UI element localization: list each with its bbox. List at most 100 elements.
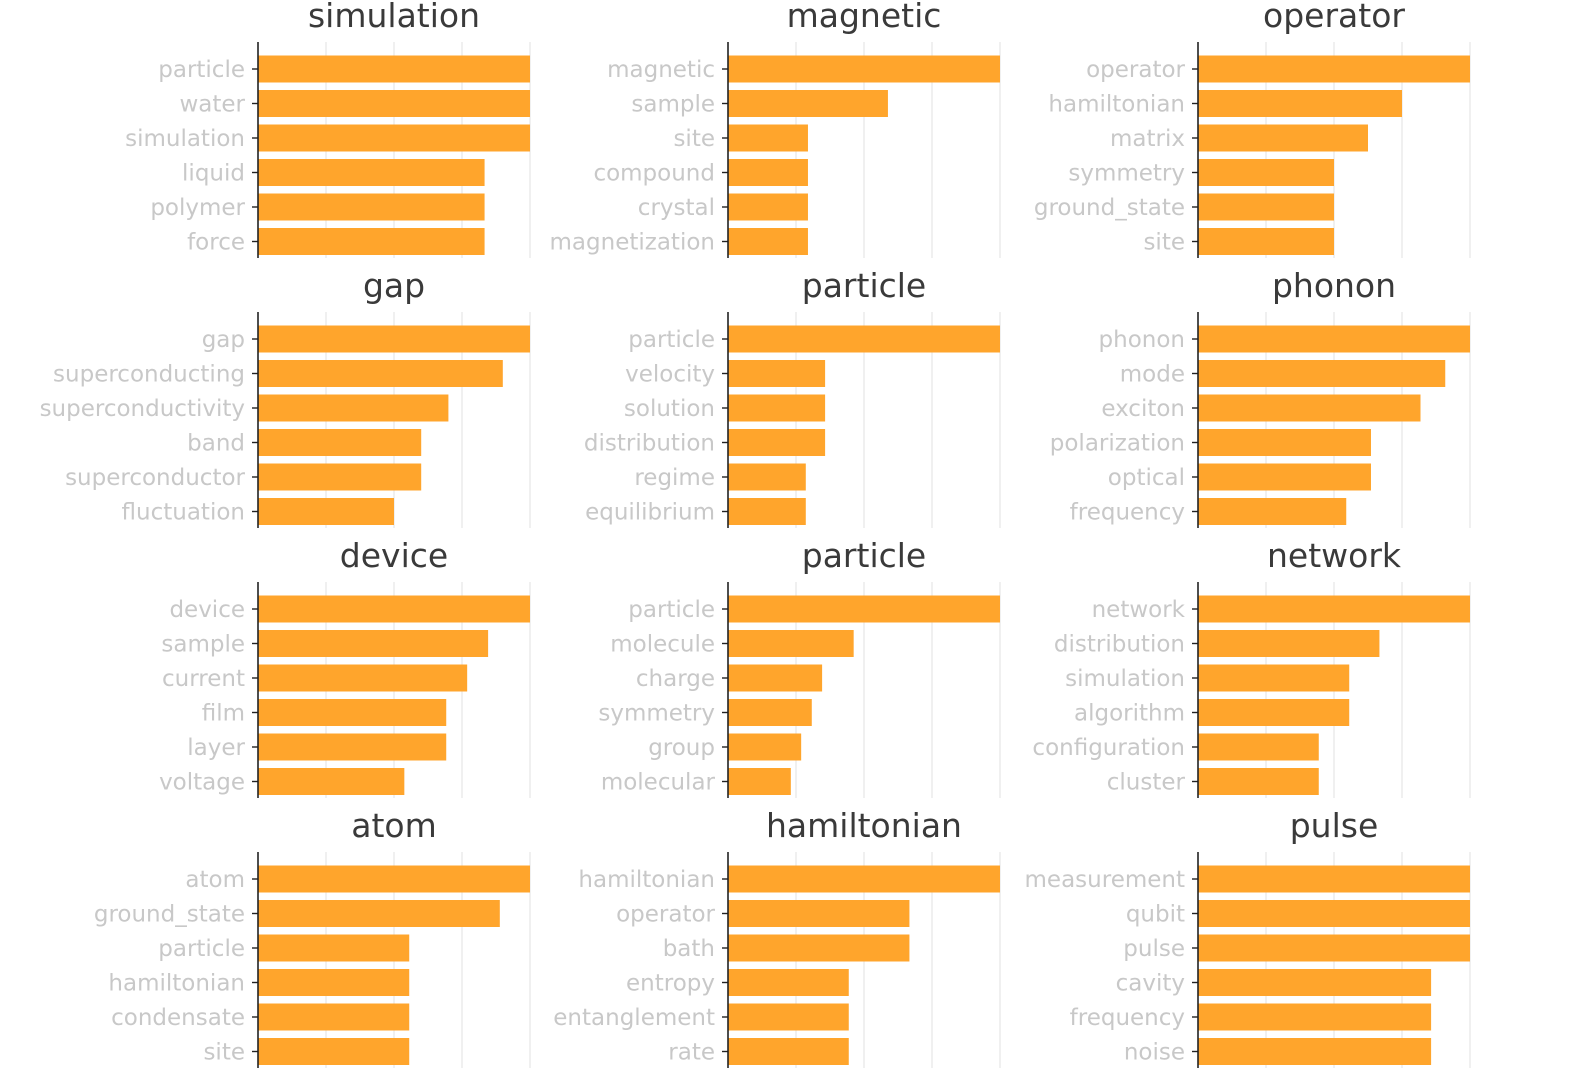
subplot-1: magneticmagneticsamplesitecompoundcrysta… — [550, 0, 1000, 258]
panel-title: magnetic — [787, 0, 942, 35]
tick-label: magnetic — [607, 57, 715, 83]
bar-frequency — [1198, 1004, 1431, 1031]
bar-ground_state — [1198, 194, 1334, 221]
bar-bath — [728, 935, 909, 962]
bar-operator — [1198, 56, 1470, 83]
subplot-3: gapgapsuperconductingsuperconductivityba… — [40, 266, 530, 528]
bar-distribution — [728, 429, 825, 456]
tick-label: simulation — [1065, 666, 1185, 692]
bar-particle — [258, 935, 409, 962]
bar-sample — [728, 90, 888, 117]
tick-label: symmetry — [1068, 161, 1185, 187]
bar-rate — [728, 1038, 849, 1065]
bar-simulation — [1198, 665, 1349, 692]
tick-label: particle — [158, 936, 245, 962]
bar-site — [1198, 228, 1334, 255]
tick-label: measurement — [1025, 867, 1185, 893]
tick-label: ground_state — [1034, 195, 1185, 221]
bar-compound — [728, 159, 808, 186]
tick-label: sample — [161, 632, 245, 658]
bar-qubit — [1198, 900, 1470, 927]
bar-simulation — [258, 125, 530, 152]
subplot-6: devicedevicesamplecurrentfilmlayervoltag… — [159, 536, 530, 798]
tick-label: mode — [1120, 362, 1185, 388]
tick-label: simulation — [125, 126, 245, 152]
bar-current — [258, 665, 467, 692]
tick-label: molecular — [601, 770, 716, 796]
tick-label: qubit — [1126, 902, 1185, 928]
bar-polymer — [258, 194, 485, 221]
bar-matrix — [1198, 125, 1368, 152]
tick-label: exciton — [1101, 396, 1185, 422]
bar-equilibrium — [728, 498, 806, 525]
bar-symmetry — [1198, 159, 1334, 186]
bar-film — [258, 699, 446, 726]
tick-label: condensate — [111, 1005, 245, 1031]
subplot-11: pulsemeasurementqubitpulsecavityfrequenc… — [1025, 806, 1470, 1068]
tick-label: algorithm — [1074, 701, 1185, 727]
bar-charge — [728, 665, 822, 692]
tick-label: ground_state — [94, 902, 245, 928]
tick-label: site — [1143, 230, 1185, 256]
tick-label: hamiltonian — [578, 867, 715, 893]
bar-entanglement — [728, 1004, 849, 1031]
tick-label: molecule — [610, 632, 715, 658]
bar-ground_state — [258, 900, 500, 927]
tick-label: gap — [202, 327, 245, 353]
tick-label: fluctuation — [122, 500, 245, 526]
tick-label: pulse — [1123, 936, 1185, 962]
bar-distribution — [1198, 630, 1379, 657]
tick-label: magnetization — [550, 230, 715, 256]
tick-label: film — [202, 701, 245, 727]
bar-symmetry — [728, 699, 812, 726]
bar-force — [258, 228, 485, 255]
tick-label: phonon — [1099, 327, 1185, 353]
tick-label: operator — [616, 902, 715, 928]
tick-label: polymer — [150, 195, 245, 221]
tick-label: entanglement — [553, 1005, 715, 1031]
bar-condensate — [258, 1004, 409, 1031]
bar-superconductivity — [258, 395, 448, 422]
bar-gap — [258, 326, 530, 353]
tick-label: band — [187, 431, 245, 457]
bar-voltage — [258, 768, 404, 795]
tick-label: noise — [1124, 1040, 1185, 1066]
tick-label: hamiltonian — [108, 971, 245, 997]
tick-label: superconductivity — [40, 396, 245, 422]
bar-sample — [258, 630, 488, 657]
subplot-8: networknetworkdistributionsimulationalgo… — [1032, 536, 1470, 798]
tick-label: current — [162, 666, 245, 692]
bar-particle — [728, 596, 1000, 623]
tick-label: rate — [668, 1040, 715, 1066]
tick-label: particle — [628, 327, 715, 353]
bar-frequency — [1198, 498, 1346, 525]
bar-algorithm — [1198, 699, 1349, 726]
tick-label: equilibrium — [585, 500, 715, 526]
bar-superconducting — [258, 360, 503, 387]
bar-water — [258, 90, 530, 117]
tick-label: atom — [185, 867, 245, 893]
bar-exciton — [1198, 395, 1420, 422]
bar-band — [258, 429, 421, 456]
bar-entropy — [728, 969, 849, 996]
tick-label: frequency — [1070, 500, 1185, 526]
bar-optical — [1198, 464, 1371, 491]
bar-pulse — [1198, 935, 1470, 962]
tick-label: operator — [1086, 57, 1185, 83]
bar-magnetization — [728, 228, 808, 255]
tick-label: compound — [593, 161, 715, 187]
bar-configuration — [1198, 734, 1319, 761]
bar-particle — [728, 326, 1000, 353]
subplot-2: operatoroperatorhamiltonianmatrixsymmetr… — [1034, 0, 1470, 258]
tick-label: network — [1092, 597, 1186, 623]
bar-crystal — [728, 194, 808, 221]
tick-label: voltage — [159, 770, 245, 796]
bar-site — [728, 125, 808, 152]
tick-label: site — [203, 1040, 245, 1066]
bar-hamiltonian — [258, 969, 409, 996]
tick-label: regime — [634, 465, 715, 491]
bar-velocity — [728, 360, 825, 387]
bar-operator — [728, 900, 909, 927]
panel-title: atom — [351, 806, 437, 845]
